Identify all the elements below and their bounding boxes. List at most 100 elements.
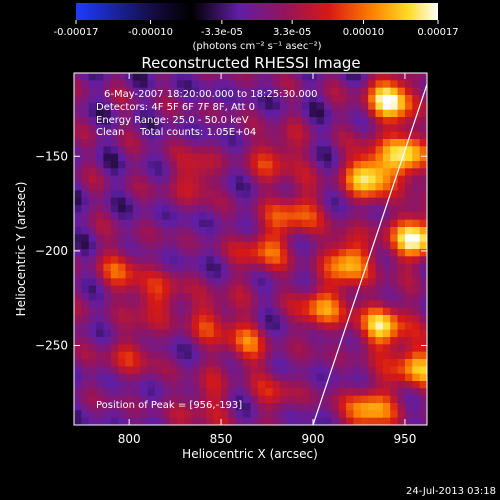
heatmap-cell	[412, 117, 421, 125]
heatmap-cell	[316, 80, 325, 89]
heatmap-cell	[96, 212, 104, 221]
heatmap-cell	[301, 403, 310, 411]
heatmap-cell	[221, 395, 229, 404]
heatmap-cell	[228, 263, 237, 272]
heatmap-cell	[213, 95, 222, 103]
heatmap-cell	[213, 146, 222, 155]
heatmap-cell	[324, 153, 332, 162]
heatmap-cell	[353, 307, 362, 316]
heatmap-cell	[184, 87, 193, 96]
heatmap-cell	[375, 124, 384, 133]
heatmap-cell	[221, 109, 229, 118]
heatmap-cell	[419, 307, 427, 316]
heatmap-cell	[390, 102, 398, 111]
solar-limb-line	[312, 84, 427, 425]
heatmap-cell	[147, 322, 156, 331]
heatmap-cell	[265, 139, 273, 147]
heatmap-cell	[316, 359, 325, 367]
heatmap-cell	[397, 183, 406, 191]
heatmap-cell	[118, 351, 126, 360]
heatmap-cell	[375, 212, 384, 221]
heatmap-cell	[279, 87, 288, 96]
heatmap-cell	[397, 146, 406, 155]
heatmap-cell	[176, 278, 185, 287]
heatmap-cell	[221, 73, 229, 81]
heatmap-cell	[110, 109, 119, 118]
heatmap-cell	[103, 337, 112, 345]
heatmap-cell	[375, 293, 384, 301]
heatmap-cell	[191, 249, 200, 257]
heatmap-cell	[353, 87, 362, 96]
heatmap-cell	[176, 322, 185, 331]
heatmap-cell	[176, 212, 185, 221]
heatmap-cell	[206, 117, 215, 125]
heatmap-cell	[250, 95, 259, 103]
heatmap-cell	[316, 131, 325, 140]
heatmap-cell	[346, 344, 354, 353]
heatmap-cell	[250, 410, 259, 419]
heatmap-cell	[272, 241, 281, 250]
heatmap-cell	[382, 124, 391, 133]
heatmap-cell	[397, 73, 406, 81]
heatmap-cell	[272, 249, 281, 257]
heatmap-cell	[74, 161, 82, 169]
heatmap-cell	[96, 278, 104, 287]
y-axis-label: Heliocentric Y (arcsec)	[14, 182, 28, 317]
heatmap-cell	[235, 410, 244, 419]
heatmap-cell	[390, 315, 398, 323]
heatmap-cell	[404, 285, 413, 294]
heatmap-cell	[331, 417, 340, 425]
heatmap-cell	[390, 381, 398, 389]
heatmap-cell	[250, 124, 259, 133]
heatmap-cell	[118, 117, 126, 125]
heatmap-cell	[279, 373, 288, 382]
heatmap-cell	[235, 293, 244, 301]
heatmap-cell	[88, 146, 97, 155]
heatmap-cell	[279, 168, 288, 177]
heatmap-cell	[125, 183, 134, 191]
heatmap-cell	[360, 117, 369, 125]
heatmap-cell	[412, 168, 421, 177]
heatmap-cell	[287, 87, 296, 96]
heatmap-cell	[294, 212, 303, 221]
heatmap-cell	[125, 175, 134, 184]
heatmap-cell	[110, 373, 119, 382]
heatmap-cell	[257, 417, 266, 425]
heatmap-cell	[331, 161, 340, 169]
heatmap-cell	[154, 373, 163, 382]
heatmap-cell	[338, 256, 347, 265]
heatmap-cell	[176, 337, 185, 345]
heatmap-cell	[228, 373, 237, 382]
heatmap-cell	[140, 307, 148, 316]
heatmap-cell	[265, 351, 273, 360]
heatmap-cell	[397, 263, 406, 272]
heatmap-cell	[360, 344, 369, 353]
heatmap-cell	[272, 131, 281, 140]
heatmap-cell	[309, 388, 318, 397]
heatmap-cell	[169, 300, 178, 309]
heatmap-cell	[309, 315, 318, 323]
heatmap-cell	[287, 102, 296, 111]
heatmap-cell	[250, 329, 259, 338]
heatmap-cell	[191, 205, 200, 213]
heatmap-cell	[176, 373, 185, 382]
heatmap-cell	[250, 315, 259, 323]
heatmap-cell	[206, 395, 215, 404]
heatmap-cell	[404, 205, 413, 213]
heatmap-cell	[213, 366, 222, 375]
heatmap-cell	[346, 234, 354, 243]
heatmap-cell	[221, 381, 229, 389]
heatmap-cell	[404, 183, 413, 191]
heatmap-cell	[301, 278, 310, 287]
heatmap-cell	[147, 175, 156, 184]
heatmap-cell	[324, 139, 332, 147]
heatmap-cell	[110, 205, 119, 213]
heatmap-cell	[272, 80, 281, 89]
heatmap-cell	[324, 329, 332, 338]
heatmap-cell	[287, 337, 296, 345]
heatmap-cell	[132, 227, 141, 235]
heatmap-cell	[272, 87, 281, 96]
heatmap-cell	[346, 205, 354, 213]
heatmap-cell	[257, 219, 266, 228]
heatmap-cell	[140, 381, 148, 389]
